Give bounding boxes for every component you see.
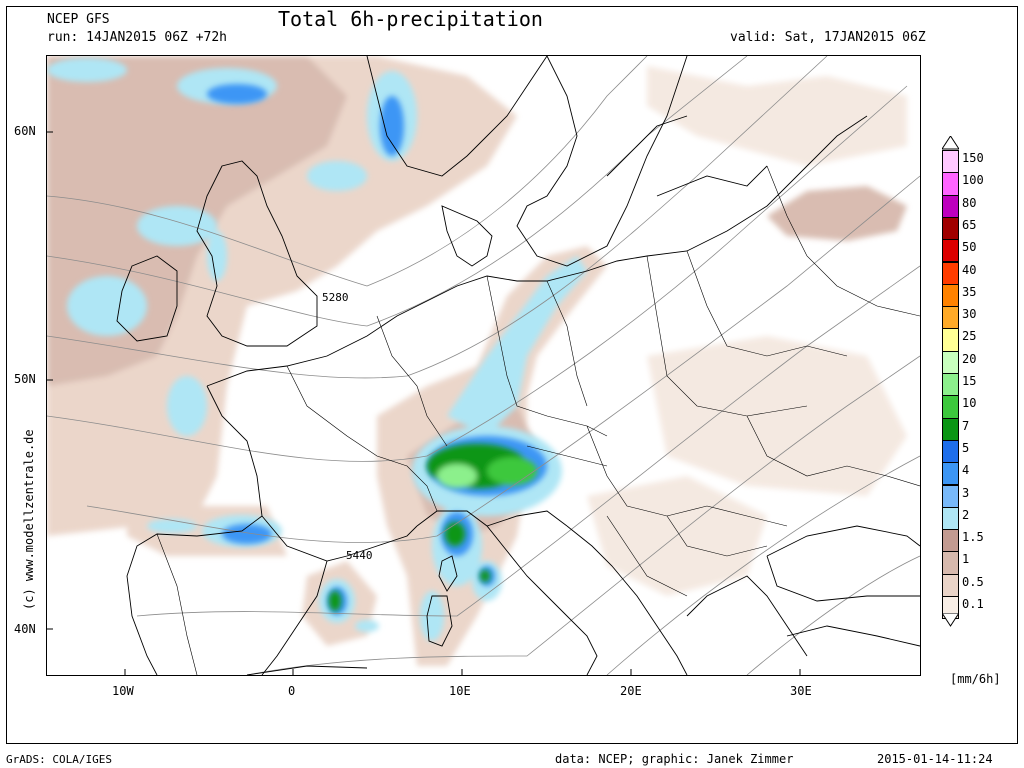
precipitation-map (46, 55, 921, 676)
colorbar-label: 40 (962, 262, 977, 277)
colorbar-swatch (942, 462, 959, 486)
lat-label-40n: 40N (14, 622, 36, 636)
colorbar-swatch (942, 439, 959, 464)
colorbar-label: 30 (962, 307, 977, 322)
colorbar-swatch (942, 417, 959, 441)
colorbar-label: 25 (962, 329, 977, 344)
contour-label-5280: 5280 (322, 291, 349, 304)
model-label: NCEP GFS (47, 12, 110, 27)
graticule-ticks (47, 131, 801, 675)
colorbar-swatch (942, 216, 959, 241)
colorbar-label: 2 (962, 507, 970, 522)
watermark: (c) www.modellzentrale.de (22, 429, 36, 610)
figure-frame (6, 6, 1018, 744)
colorbar-swatch (942, 573, 959, 597)
footer-timestamp: 2015-01-14-11:24 (877, 752, 993, 766)
colorbar-swatch (942, 194, 959, 218)
colorbar-top-arrow (942, 136, 959, 150)
colorbar-swatch (942, 373, 959, 397)
colorbar-label: 15 (962, 374, 977, 388)
colorbar-label: 65 (962, 217, 977, 232)
colorbar-label: 4 (962, 463, 970, 478)
lon-label-30e: 30E (790, 684, 812, 698)
colorbar-label: 150 (962, 151, 984, 165)
colorbar-label: 0.5 (962, 574, 984, 589)
map-canvas (47, 56, 920, 675)
lat-label-50n: 50N (14, 372, 36, 386)
colorbar-label: 1.5 (962, 530, 984, 545)
colorbar-label: 0.1 (962, 597, 984, 611)
lon-label-20e: 20E (620, 684, 642, 698)
colorbar-swatch (942, 484, 959, 508)
contour-label-5440: 5440 (346, 549, 373, 562)
colorbar-swatch (942, 551, 959, 575)
geopotential-contours (47, 56, 920, 675)
colorbar-label: 35 (962, 284, 977, 299)
colorbar-swatch (942, 239, 959, 263)
coastlines (116, 56, 920, 675)
colorbar-label: 50 (962, 240, 977, 255)
colorbar-swatch (942, 306, 959, 330)
footer-grads: GrADS: COLA/IGES (6, 753, 112, 766)
lon-label-0: 0 (288, 684, 296, 698)
colorbar-swatch (942, 283, 959, 308)
lon-label-10w: 10W (112, 684, 134, 698)
colorbar-label: 5 (962, 440, 970, 455)
colorbar-label: 20 (962, 351, 977, 366)
colorbar-label: 1 (962, 552, 970, 567)
page-title: Total 6h-precipitation (278, 7, 543, 31)
colorbar-label: 10 (962, 396, 977, 411)
colorbar-swatch (942, 395, 959, 419)
colorbar-swatch (942, 529, 959, 553)
colorbar-label: 7 (962, 418, 970, 433)
valid-label: valid: Sat, 17JAN2015 06Z (730, 30, 926, 45)
colorbar-label: 3 (962, 485, 970, 500)
colorbar-unit: [mm/6h] (950, 672, 1001, 686)
colorbar-label: 80 (962, 195, 977, 210)
run-label: run: 14JAN2015 06Z +72h (47, 30, 228, 45)
colorbar-swatch (942, 350, 959, 374)
colorbar-swatch (942, 506, 959, 531)
lat-label-60n: 60N (14, 124, 36, 138)
colorbar-bottom-arrow (942, 613, 959, 627)
lon-label-10e: 10E (449, 684, 471, 698)
colorbar-swatch (942, 172, 959, 196)
colorbar-swatch (942, 150, 959, 174)
country-borders (156, 165, 920, 675)
colorbar-swatch (942, 328, 959, 352)
colorbar-label: 100 (962, 173, 984, 188)
colorbar-swatch (942, 261, 959, 285)
footer-credit: data: NCEP; graphic: Janek Zimmer (555, 752, 794, 766)
